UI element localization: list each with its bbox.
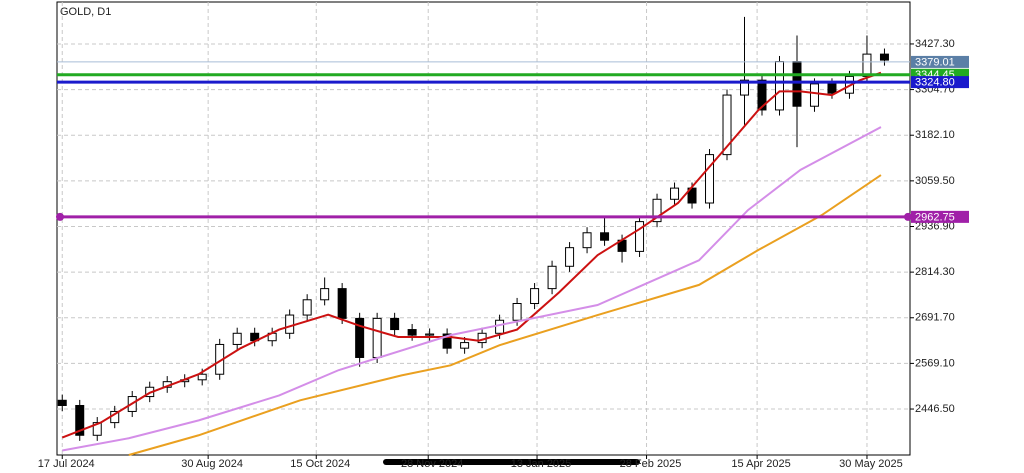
price-tag [911, 210, 969, 223]
candle-body [670, 187, 680, 200]
chart-title: GOLD, D1 [60, 6, 111, 18]
price-tag [911, 55, 969, 68]
candle-body [57, 399, 67, 406]
x-tick-label: 13 Jan 2025 [511, 458, 572, 470]
candle-body [460, 342, 470, 349]
candle-body [740, 79, 750, 96]
moving-average [128, 174, 882, 456]
candle-body [197, 373, 207, 381]
candle-body [722, 94, 732, 156]
candle-body [827, 83, 837, 94]
candle-body [372, 317, 382, 358]
candle-body [302, 299, 312, 316]
x-tick-label: 28 Nov 2024 [401, 458, 463, 470]
candle-body [285, 314, 295, 334]
candle-body [530, 288, 540, 305]
candle-body [879, 53, 889, 61]
candle-body [390, 317, 400, 331]
candle-body [652, 198, 662, 223]
candle-body [600, 232, 610, 241]
level-handle [904, 212, 912, 221]
y-tick-label: 3427.30 [915, 38, 955, 50]
level-handle [56, 212, 64, 221]
candle-body [582, 232, 592, 249]
candle-body [862, 53, 872, 77]
x-tick-label: 30 Aug 2024 [181, 458, 243, 470]
candle-body [757, 79, 767, 111]
candle-body [92, 422, 102, 436]
y-tick-label: 2569.10 [915, 357, 955, 369]
x-tick-label: 15 Apr 2025 [731, 458, 790, 470]
price-tag-label: 3379.01 [915, 56, 955, 68]
candle-body [792, 61, 802, 107]
x-tick-label: 15 Oct 2024 [290, 458, 350, 470]
candle-body [705, 154, 715, 204]
price-tag-label: 3324.80 [915, 77, 955, 89]
candle-body [635, 221, 645, 252]
candle-body [355, 317, 365, 358]
y-tick-label: 3182.10 [915, 129, 955, 141]
y-tick-label: 2814.30 [915, 266, 955, 278]
y-tick-label: 2446.50 [915, 403, 955, 415]
candle-body [442, 333, 452, 349]
y-tick-label: 3059.50 [915, 175, 955, 187]
candle-body [407, 329, 417, 336]
scrollbar[interactable] [383, 459, 640, 465]
candle-body [337, 288, 347, 319]
moving-average [61, 71, 882, 439]
price-tag-label: 2962.75 [915, 211, 955, 223]
candle-body [809, 83, 819, 107]
candle-body [565, 247, 575, 267]
y-tick-label: 2936.90 [915, 220, 955, 232]
price-tag [911, 76, 969, 89]
x-tick-label: 28 Feb 2025 [620, 458, 682, 470]
candle-body [512, 303, 522, 321]
candle-body [774, 61, 784, 111]
candle-body [320, 288, 330, 301]
candle-body [75, 404, 85, 436]
candle-body [547, 265, 557, 290]
x-tick-label: 17 Jul 2024 [38, 458, 95, 470]
plot-frame [56, 1, 911, 456]
candle-body [232, 332, 242, 345]
candle-body [495, 319, 505, 334]
x-tick-label: 30 May 2025 [839, 458, 903, 470]
candle-body [425, 333, 435, 336]
moving-average [62, 126, 882, 452]
y-tick-label: 2691.70 [915, 312, 955, 324]
